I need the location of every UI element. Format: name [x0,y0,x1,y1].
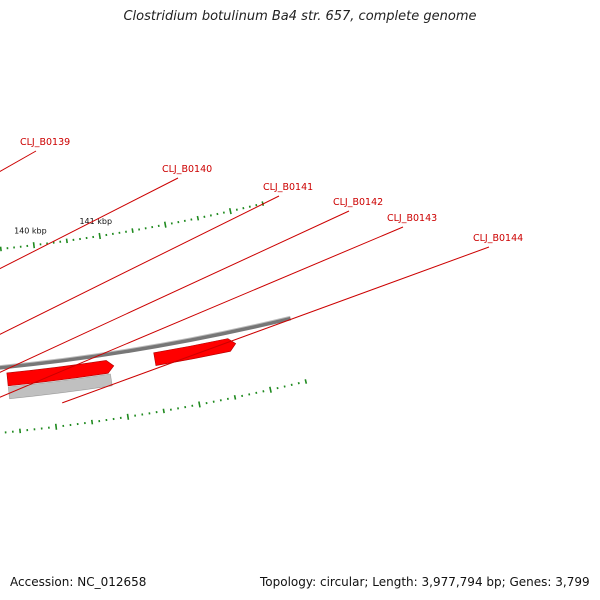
gene-leader-line [0,177,179,270]
inner-tick-mark [98,232,102,240]
genome-summary-text: Topology: circular; Length: 3,977,794 bp… [260,575,590,589]
outer-tick-mark [233,395,237,400]
outer-tick-mark [162,408,165,414]
label-group: 133 kbp134 kbp135 kbp136 kbp137 kbp138 k… [0,137,523,404]
gene-label: CLJ_B0144 [473,233,523,244]
axis-kbp-label: 141 kbp [79,217,112,226]
cds-arrow [6,360,115,387]
axis-kbp-label: 140 kbp [14,226,47,235]
outer-tick-mark [198,401,201,408]
tick-group [0,201,308,434]
gene-label: CLJ_B0143 [387,213,437,224]
map-title: Clostridium botulinum Ba4 str. 657, comp… [123,9,477,24]
gene-label: CLJ_B0140 [162,164,212,175]
gene-leader-line [62,246,490,404]
outer-tick-mark [54,423,58,430]
outer-tick-mark [90,419,94,425]
inner-tick-mark [228,208,232,215]
gene-feature-band [7,373,113,400]
outer-tick-mark [304,379,308,384]
backbone-group [0,315,291,370]
inner-tick-mark [65,238,68,244]
inner-tick-mark [196,215,200,221]
gene-leader-line [0,210,350,373]
inner-tick-mark [131,228,134,233]
gene-leader-line [0,195,280,335]
inner-tick-mark [163,221,167,228]
accession-text: Accession: NC_012658 [10,575,147,589]
backbone-highlight [0,315,291,367]
backbone-line [0,316,291,370]
outer-tick-mark [269,386,272,393]
gene-label: CLJ_B0142 [333,197,383,208]
inner-tick-mark [32,242,36,249]
gene-group [6,338,237,400]
gene-leader-line [0,226,404,398]
gene-label: CLJ_B0139 [20,137,70,148]
gene-label: CLJ_B0141 [263,182,313,193]
outer-tick-mark [126,413,130,420]
